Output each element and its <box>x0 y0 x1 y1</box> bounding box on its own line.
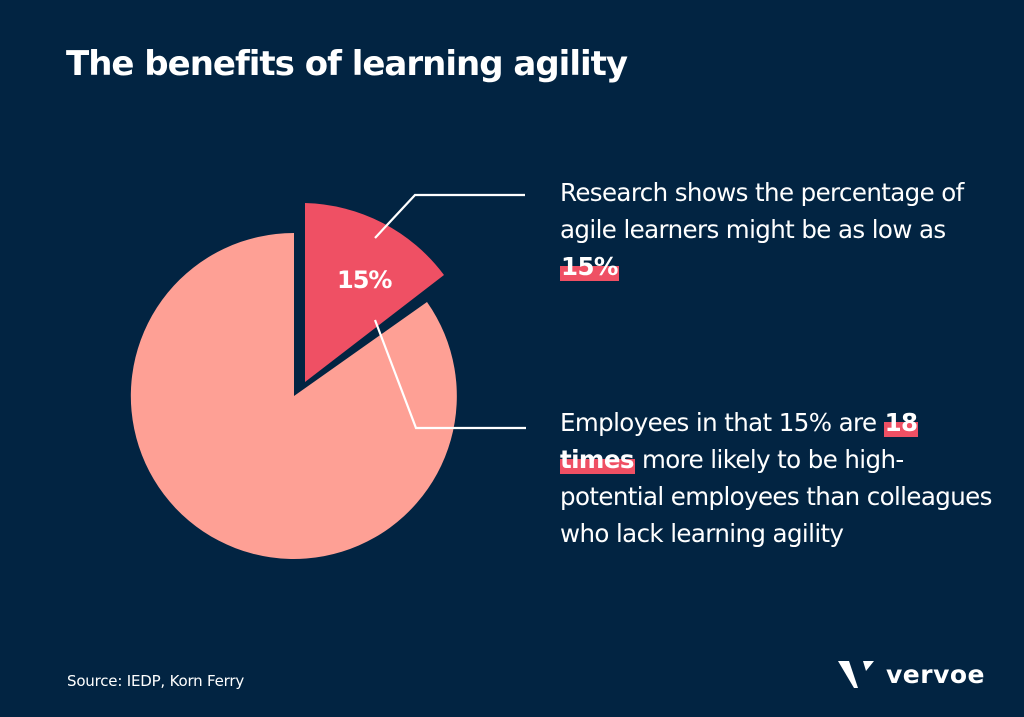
callout-employees: Employees in that 15% are 18 times more … <box>560 404 1000 552</box>
callout-text: more likely to be high-potential employe… <box>560 445 992 548</box>
pie-slice-other <box>130 232 457 559</box>
vervoe-logo: vervoe <box>836 658 985 690</box>
callout-research: Research shows the percentage of agile l… <box>560 174 980 285</box>
vervoe-v-icon <box>838 661 874 688</box>
leader-line-1 <box>374 193 525 239</box>
pie-slice-label: 15% <box>337 266 392 294</box>
highlight-15-percent: 15% <box>560 252 619 281</box>
pie-slice-agile <box>305 203 444 382</box>
callout-text: Employees in that 15% are <box>560 408 884 437</box>
source-note: Source: IEDP, Korn Ferry <box>67 672 245 690</box>
vervoe-wordmark: vervoe <box>886 659 986 689</box>
page-title: The benefits of learning agility <box>66 44 628 84</box>
callout-text: Research shows the percentage of agile l… <box>560 178 964 244</box>
leader-line-2 <box>373 319 526 430</box>
